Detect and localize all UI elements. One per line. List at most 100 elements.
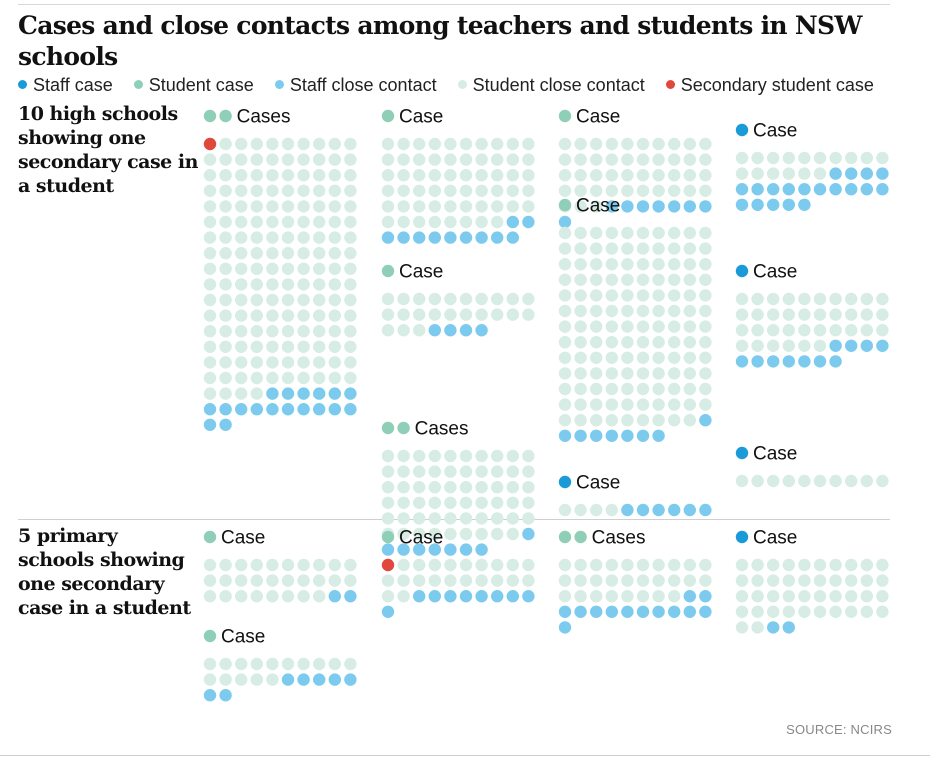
student-close-contact-dot: [297, 356, 310, 369]
student-close-contact-dot: [250, 215, 263, 229]
student-close-contact-dot: [558, 184, 572, 197]
staff-close-contact-dot: [767, 621, 780, 634]
student-close-contact-dot: [683, 184, 696, 197]
student-close-contact-dot: [428, 200, 441, 213]
student-close-contact-dot: [219, 325, 232, 338]
staff-close-contact-dot: [636, 429, 650, 442]
student-close-contact-dot: [281, 574, 295, 587]
student-close-contact-dot: [328, 137, 341, 151]
student-close-contact-dot: [876, 324, 889, 337]
student-close-contact-dot: [506, 574, 519, 587]
student-close-contact-dot: [250, 278, 263, 291]
student-close-contact-dot: [845, 474, 858, 488]
student-close-contact-dot: [313, 215, 326, 229]
student-close-contact-dot: [491, 169, 504, 182]
student-close-contact-dot: [397, 200, 410, 213]
student-close-contact-dot: [428, 512, 441, 525]
index-case-dot: [381, 530, 395, 544]
student-close-contact-dot: [574, 398, 587, 411]
student-close-contact-dot: [413, 558, 426, 572]
student-close-contact-dot: [668, 367, 681, 380]
student-close-contact-dot: [266, 169, 279, 182]
staff-close-contact-dot: [506, 215, 519, 229]
student-close-contact-dot: [621, 169, 634, 182]
student-close-contact-dot: [876, 574, 889, 587]
student-close-contact-dot: [845, 590, 858, 603]
student-close-contact-dot: [860, 151, 873, 165]
student-close-contact-dot: [735, 151, 749, 165]
student-close-contact-dot: [428, 465, 441, 478]
student-close-contact-dot: [459, 574, 473, 587]
student-close-contact-dot: [668, 382, 681, 396]
source-note: SOURCE: NCIRS: [786, 722, 892, 737]
student-close-contact-dot: [605, 558, 618, 572]
student-close-contact-dot: [381, 153, 395, 166]
student-close-contact-dot: [605, 137, 618, 151]
student-close-contact-dot: [397, 527, 410, 541]
staff-close-contact-dot: [845, 167, 858, 180]
student-close-contact-dot: [459, 215, 473, 229]
student-close-contact-dot: [444, 200, 457, 213]
student-close-contact-dot: [491, 558, 504, 572]
student-close-contact-dot: [782, 339, 795, 352]
student-close-contact-dot: [344, 153, 357, 166]
student-close-contact-dot: [668, 414, 681, 427]
school-heading: Case: [399, 262, 443, 283]
student-close-contact-dot: [203, 278, 217, 291]
student-close-contact-dot: [475, 215, 488, 229]
student-close-contact-dot: [235, 558, 248, 572]
staff-close-contact-dot: [444, 543, 457, 556]
student-close-contact-dot: [491, 465, 504, 478]
school-heading: Case: [753, 444, 797, 465]
student-close-contact-dot: [459, 481, 473, 494]
student-close-contact-dot: [266, 231, 279, 244]
student-close-contact-dot: [397, 512, 410, 525]
student-close-contact-dot: [219, 657, 232, 671]
student-close-contact-dot: [235, 262, 248, 275]
student-close-contact-dot: [683, 414, 696, 427]
staff-close-contact-dot: [219, 689, 232, 702]
student-close-contact-dot: [590, 226, 603, 240]
student-close-contact-dot: [558, 289, 572, 302]
student-close-contact-dot: [381, 324, 395, 337]
student-close-contact-dot: [328, 657, 341, 671]
student-close-contact-dot: [558, 574, 572, 587]
student-close-contact-dot: [281, 153, 295, 166]
student-close-contact-dot: [751, 474, 764, 488]
student-close-contact-dot: [281, 278, 295, 291]
student-close-contact-dot: [444, 292, 457, 306]
student-close-contact-dot: [491, 137, 504, 151]
staff-close-contact-dot: [798, 198, 811, 211]
student-close-contact-dot: [328, 184, 341, 197]
student-close-contact-dot: [605, 398, 618, 411]
student-close-contact-dot: [668, 289, 681, 302]
student-close-contact-dot: [475, 465, 488, 478]
student-close-contact-dot: [574, 137, 587, 151]
student-close-contact-dot: [428, 184, 441, 197]
student-close-contact-dot: [397, 574, 410, 587]
student-close-contact-dot: [381, 449, 395, 463]
student-close-contact-dot: [328, 293, 341, 307]
student-case-dot-icon: [133, 80, 143, 89]
student-close-contact-dot: [605, 574, 618, 587]
student-close-contact-dot: [798, 558, 811, 572]
school-panel: Case: [381, 528, 535, 618]
student-close-contact-dot: [782, 151, 795, 165]
student-close-contact-dot: [428, 496, 441, 509]
student-close-contact-dot: [381, 215, 395, 229]
student-close-contact-dot: [798, 590, 811, 603]
student-close-contact-dot: [491, 574, 504, 587]
staff-close-contact-dot: [475, 324, 488, 337]
student-close-contact-dot: [219, 574, 232, 587]
school-heading: Case: [576, 107, 620, 128]
staff-close-contact-dot: [219, 403, 232, 416]
student-close-contact-dot: [281, 356, 295, 369]
staff-close-contact-dot: [344, 673, 357, 686]
index-case-dot: [381, 109, 395, 123]
student-close-contact-dot: [250, 371, 263, 385]
student-close-contact-dot: [235, 231, 248, 244]
top-rule: [18, 4, 890, 5]
staff-close-contact-dot: [621, 605, 634, 618]
student-close-contact-dot: [297, 340, 310, 353]
student-close-contact-dot: [767, 151, 780, 165]
